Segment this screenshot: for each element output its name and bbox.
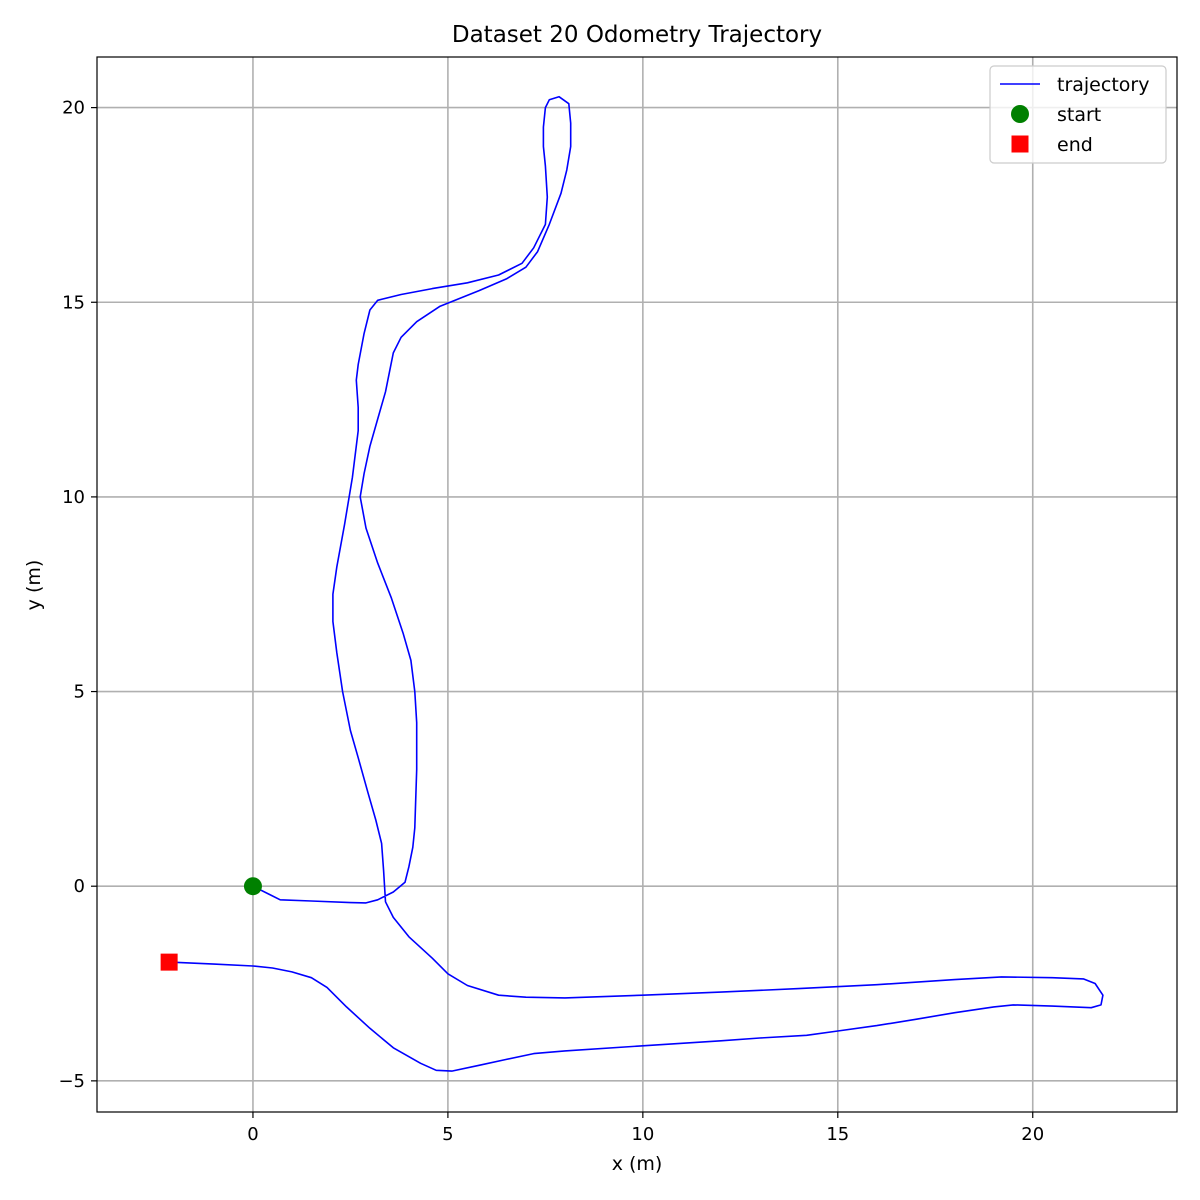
legend-label-start: start [1057,104,1101,126]
y-tick-label: 20 [62,98,85,119]
axis-ticks: 0 5 10 15 20 −5 0 5 10 15 20 [58,98,1044,1145]
legend-end-swatch [1011,135,1029,153]
y-tick-label: 15 [62,292,85,313]
y-tick-label: −5 [58,1071,85,1092]
start-marker [243,877,262,896]
y-tick-label: 0 [74,876,85,897]
x-tick-label: 0 [247,1124,258,1145]
y-tick-label: 10 [62,487,85,508]
y-tick-label: 5 [74,682,85,703]
plot-area [160,95,1104,1072]
axes-frame [96,56,1178,1113]
legend-box [989,65,1167,164]
legend-start-swatch [1011,105,1029,123]
x-tick-label: 5 [442,1124,453,1145]
x-tick-label: 15 [826,1124,849,1145]
x-axis-label: x (m) [612,1153,663,1175]
x-tick-label: 20 [1021,1124,1044,1145]
trajectory-line [169,95,1104,1072]
legend-label-end: end [1057,134,1093,156]
legend: trajectory start end [989,65,1167,164]
end-marker [160,953,178,971]
x-tick-label: 10 [631,1124,654,1145]
grid-lines [97,57,1177,1112]
chart-title: Dataset 20 Odometry Trajectory [452,22,822,48]
legend-label-trajectory: trajectory [1057,74,1149,96]
y-axis-label: y (m) [23,560,45,611]
